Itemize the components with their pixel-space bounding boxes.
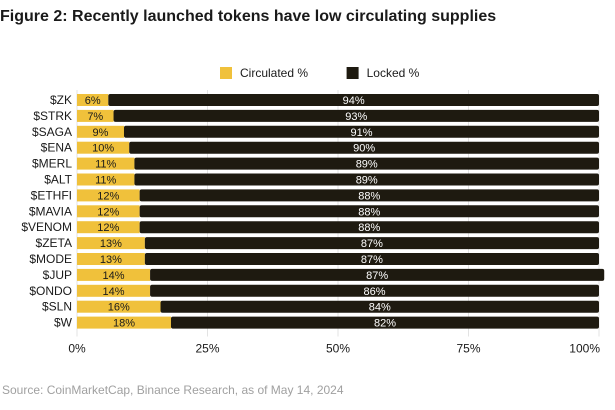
bar-locked bbox=[139, 189, 599, 202]
bar-circulated bbox=[77, 94, 109, 106]
bar-locked bbox=[150, 284, 599, 297]
category-labels: $ZK $STRK $SAGA $ENA $MERL $ALT$ETHFI $MAVIA $V… bbox=[21, 93, 72, 330]
category-label: $VENOM bbox=[21, 220, 72, 234]
data-label: 91% bbox=[350, 127, 372, 139]
legend-label: Locked % bbox=[367, 66, 420, 80]
bar-circulated bbox=[77, 141, 130, 154]
category-label: $MERL bbox=[32, 157, 72, 171]
category-label: $ETHFI bbox=[31, 188, 72, 202]
data-label: 11% bbox=[95, 175, 116, 187]
legend-label: Circulated % bbox=[240, 66, 308, 80]
data-label: 94% bbox=[343, 95, 365, 107]
data-label: 88% bbox=[358, 222, 380, 234]
category-label: $W bbox=[54, 316, 73, 330]
category-label: $ZETA bbox=[36, 236, 72, 250]
bar-circulated bbox=[77, 284, 151, 297]
bar-circulated bbox=[77, 253, 145, 265]
category-label: $ONDO bbox=[29, 284, 72, 298]
bar-circulated bbox=[77, 205, 140, 218]
bar-locked bbox=[134, 157, 600, 170]
bar-circulated bbox=[77, 173, 135, 186]
data-label: 7% bbox=[87, 111, 103, 123]
data-label: 14% bbox=[103, 286, 125, 298]
data-label: 13% bbox=[100, 238, 122, 250]
data-label: 6% bbox=[85, 95, 101, 107]
data-label: 18% bbox=[113, 318, 135, 330]
data-label: 88% bbox=[358, 190, 380, 202]
data-label: 16% bbox=[108, 302, 130, 314]
bar-circulated bbox=[77, 237, 145, 250]
data-label: 86% bbox=[364, 286, 386, 298]
bar-locked bbox=[160, 300, 599, 313]
data-label: 87% bbox=[361, 254, 383, 266]
category-label: $SAGA bbox=[32, 125, 72, 139]
x-tick-label: 25% bbox=[195, 342, 219, 356]
data-label: 12% bbox=[97, 206, 119, 218]
bar-circulated bbox=[77, 268, 151, 281]
data-label: 12% bbox=[97, 190, 119, 202]
category-label: $SLN bbox=[42, 300, 72, 314]
category-label: $MAVIA bbox=[29, 204, 72, 218]
bars: 6% 94% 7% 93% 9% 91% 10% 90% 11% 89% 11% 89% 12% 88% 1… bbox=[77, 94, 605, 330]
bar-circulated bbox=[77, 189, 140, 202]
legend-swatch bbox=[220, 67, 232, 79]
bar-locked bbox=[139, 221, 599, 234]
x-axis-ticks: 0% 25% 50% 75% 100% bbox=[68, 342, 600, 356]
bar-locked bbox=[144, 237, 600, 250]
bar-locked bbox=[139, 205, 599, 218]
category-label: $ZK bbox=[50, 93, 72, 107]
bar-circulated bbox=[77, 109, 114, 122]
category-label: $ALT bbox=[44, 173, 72, 187]
stacked-bar-chart: 6% 94% 7% 93% 9% 91% 10% 90% 11% 89% 11% 89% 12% 88% 1… bbox=[21, 66, 605, 356]
x-tick-label: 100% bbox=[569, 342, 600, 356]
bar-circulated bbox=[77, 221, 140, 234]
data-label: 9% bbox=[93, 127, 109, 139]
data-label: 87% bbox=[366, 270, 388, 282]
chart-title: Figure 2: Recently launched tokens have … bbox=[0, 8, 497, 25]
bar-locked bbox=[150, 268, 605, 281]
bar-circulated bbox=[77, 125, 124, 138]
x-tick-label: 75% bbox=[456, 342, 480, 356]
data-label: 89% bbox=[356, 175, 378, 187]
x-tick-label: 50% bbox=[326, 342, 350, 356]
data-label: 84% bbox=[369, 302, 391, 314]
data-label: 89% bbox=[356, 159, 378, 171]
bar-circulated bbox=[77, 157, 135, 170]
bar-circulated bbox=[77, 316, 171, 329]
data-label: 82% bbox=[374, 318, 396, 330]
legend: Circulated % Locked % bbox=[220, 66, 420, 80]
bar-locked bbox=[123, 125, 599, 138]
bar-locked bbox=[144, 253, 600, 265]
bar-locked bbox=[113, 109, 599, 122]
data-label: 13% bbox=[100, 254, 122, 266]
source-note: Source: CoinMarketCap, Binance Research,… bbox=[2, 383, 344, 397]
category-label: $ENA bbox=[41, 141, 72, 155]
data-label: 88% bbox=[358, 206, 380, 218]
data-label: 11% bbox=[95, 159, 116, 171]
data-label: 12% bbox=[97, 222, 119, 234]
category-label: $MODE bbox=[29, 252, 72, 266]
category-label: $STRK bbox=[33, 109, 72, 123]
bar-locked bbox=[134, 173, 600, 186]
data-label: 93% bbox=[345, 111, 367, 123]
bar-circulated bbox=[77, 300, 161, 313]
bar-locked bbox=[170, 316, 599, 329]
data-label: 90% bbox=[353, 143, 375, 155]
data-label: 87% bbox=[361, 238, 383, 250]
data-label: 14% bbox=[103, 270, 125, 282]
data-label: 10% bbox=[92, 143, 114, 155]
bar-locked bbox=[108, 94, 599, 106]
category-label: $JUP bbox=[43, 268, 72, 282]
bar-locked bbox=[129, 141, 599, 154]
legend-swatch bbox=[346, 67, 359, 79]
x-tick-label: 0% bbox=[68, 342, 86, 356]
